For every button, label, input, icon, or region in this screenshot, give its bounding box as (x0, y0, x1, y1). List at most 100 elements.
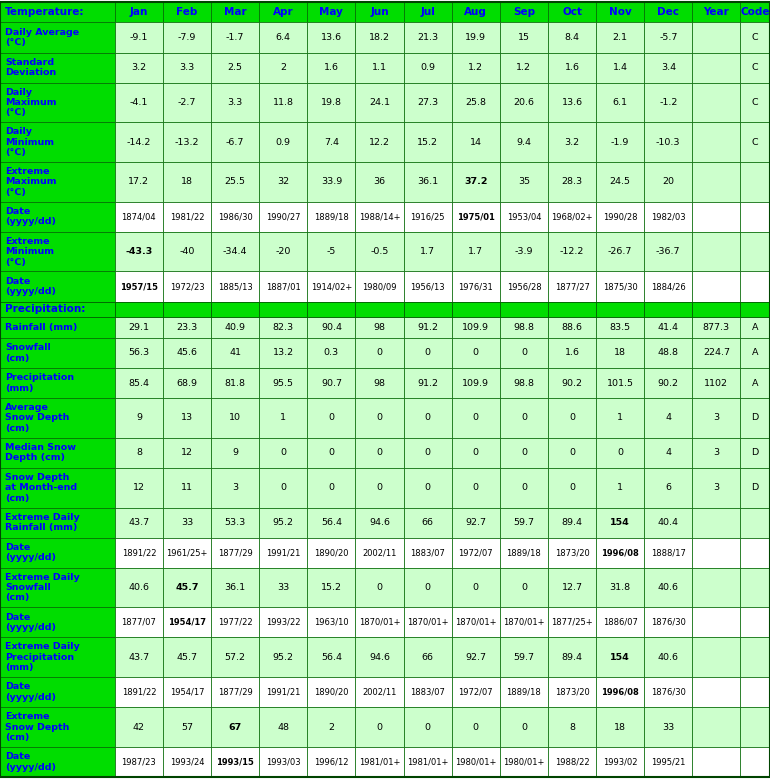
Text: 1876/30: 1876/30 (651, 688, 686, 697)
Bar (356, 568, 403, 608)
Bar (596, 508, 644, 537)
Bar (741, 302, 770, 317)
Bar (596, 637, 644, 677)
Text: Code: Code (741, 7, 770, 17)
Bar (259, 202, 307, 232)
Text: 0: 0 (425, 483, 430, 492)
Text: 13.6: 13.6 (321, 33, 342, 42)
Text: 12.2: 12.2 (369, 137, 390, 147)
Bar (403, 537, 452, 568)
Bar (0, 232, 115, 271)
Text: 1914/02+: 1914/02+ (311, 282, 352, 291)
Text: 0.9: 0.9 (276, 137, 291, 147)
Text: 1: 1 (280, 413, 286, 423)
Text: D: D (752, 483, 759, 492)
Text: 67: 67 (229, 722, 242, 732)
Bar (211, 537, 259, 568)
Text: 0: 0 (377, 722, 383, 732)
Bar (259, 368, 307, 398)
Text: 0: 0 (521, 413, 527, 423)
Bar (211, 122, 259, 162)
Text: -36.7: -36.7 (656, 247, 681, 256)
Bar (741, 537, 770, 568)
Text: 1991/21: 1991/21 (266, 688, 300, 697)
Bar (692, 438, 741, 468)
Text: 83.5: 83.5 (610, 323, 631, 332)
Text: 68.9: 68.9 (176, 378, 198, 388)
Text: 1877/29: 1877/29 (218, 548, 253, 557)
Bar (356, 317, 403, 338)
Text: 98: 98 (373, 323, 386, 332)
Text: 1980/09: 1980/09 (362, 282, 397, 291)
Bar (692, 302, 741, 317)
Bar (0, 317, 115, 338)
Text: 1987/23: 1987/23 (122, 757, 156, 767)
Bar (163, 271, 211, 302)
Bar (692, 232, 741, 271)
Bar (644, 317, 692, 338)
Bar (644, 83, 692, 122)
Bar (211, 707, 259, 747)
Text: 10: 10 (229, 413, 241, 423)
Text: 45.6: 45.6 (176, 349, 198, 357)
Bar (307, 23, 356, 52)
Bar (500, 122, 548, 162)
Bar (163, 368, 211, 398)
Text: 1976/31: 1976/31 (458, 282, 493, 291)
Text: 57: 57 (181, 722, 193, 732)
Text: 0: 0 (425, 413, 430, 423)
Text: 1993/15: 1993/15 (216, 757, 254, 767)
Text: -34.4: -34.4 (223, 247, 247, 256)
Bar (644, 747, 692, 777)
Bar (356, 2, 403, 23)
Bar (115, 568, 163, 608)
Text: 56.3: 56.3 (129, 349, 149, 357)
Bar (692, 52, 741, 83)
Bar (500, 23, 548, 52)
Text: 81.8: 81.8 (225, 378, 246, 388)
Text: -1.7: -1.7 (226, 33, 244, 42)
Text: 0.9: 0.9 (420, 63, 435, 72)
Bar (644, 202, 692, 232)
Text: 6: 6 (665, 483, 671, 492)
Text: 2.5: 2.5 (228, 63, 243, 72)
Bar (403, 302, 452, 317)
Bar (403, 52, 452, 83)
Bar (211, 368, 259, 398)
Bar (452, 122, 500, 162)
Bar (548, 271, 596, 302)
Bar (163, 677, 211, 707)
Text: 1954/17: 1954/17 (169, 688, 204, 697)
Bar (115, 747, 163, 777)
Text: Apr: Apr (273, 7, 293, 17)
Bar (211, 232, 259, 271)
Bar (644, 677, 692, 707)
Text: 0: 0 (329, 483, 334, 492)
Text: 59.7: 59.7 (514, 653, 534, 661)
Bar (0, 162, 115, 202)
Text: 1961/25+: 1961/25+ (166, 548, 208, 557)
Text: Median Snow
Depth (cm): Median Snow Depth (cm) (5, 443, 76, 463)
Text: 1.7: 1.7 (468, 247, 484, 256)
Text: 2.1: 2.1 (613, 33, 628, 42)
Text: Temperature:: Temperature: (5, 7, 85, 17)
Text: 1887/01: 1887/01 (266, 282, 300, 291)
Text: 2: 2 (280, 63, 286, 72)
Bar (163, 747, 211, 777)
Text: 36.1: 36.1 (225, 583, 246, 592)
Text: 1870/01+: 1870/01+ (503, 618, 544, 627)
Bar (548, 202, 596, 232)
Bar (741, 677, 770, 707)
Bar (356, 368, 403, 398)
Bar (307, 317, 356, 338)
Bar (452, 508, 500, 537)
Bar (692, 2, 741, 23)
Text: 1870/01+: 1870/01+ (407, 618, 448, 627)
Bar (548, 368, 596, 398)
Text: 1980/01+: 1980/01+ (455, 757, 497, 767)
Text: 82.3: 82.3 (273, 323, 294, 332)
Bar (163, 23, 211, 52)
Text: 1889/18: 1889/18 (507, 548, 541, 557)
Bar (548, 398, 596, 438)
Bar (163, 2, 211, 23)
